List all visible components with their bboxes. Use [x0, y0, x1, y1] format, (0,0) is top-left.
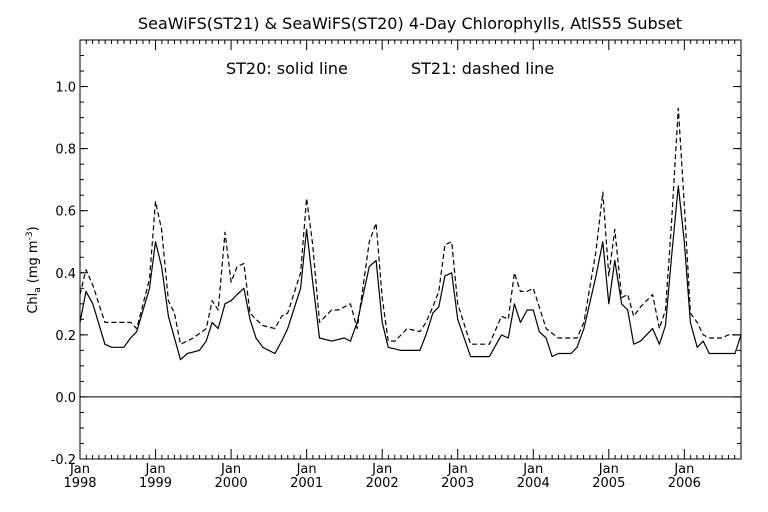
x-tick-year: 1999 [139, 476, 172, 491]
x-tick-month: Jan [598, 462, 619, 477]
y-tick-label: 0.0 [55, 391, 76, 406]
x-axis: Jan1998Jan1999Jan2000Jan2001Jan2002Jan20… [63, 40, 736, 491]
y-tick-label: -0.2 [51, 453, 76, 468]
y-label-units: (mg m [26, 240, 41, 283]
x-tick-month: Jan [673, 462, 694, 477]
y-label-main: Chl [26, 293, 41, 314]
x-tick-month: Jan [371, 462, 392, 477]
annotation-st20: ST20: solid line [226, 59, 348, 78]
x-tick-year: 2006 [668, 476, 701, 491]
y-tick-label: 0.2 [55, 329, 76, 344]
x-tick-year: 2000 [215, 476, 248, 491]
y-axis: -0.2 0.0 0.2 0.4 0.6 0.8 1.0 [51, 39, 741, 468]
x-tick-month: Jan [447, 462, 468, 477]
y-label-sub: a [33, 287, 43, 293]
x-tick-year: 2001 [290, 476, 323, 491]
series-layer [79, 107, 742, 361]
chart-title: SeaWiFS(ST21) & SeaWiFS(ST20) 4-Day Chlo… [138, 14, 682, 33]
y-label-close: ) [26, 226, 41, 231]
plot-frame [79, 39, 742, 460]
x-tick-year: 2002 [366, 476, 399, 491]
x-tick-month: Jan [69, 462, 90, 477]
y-tick-label: 1.0 [55, 81, 76, 96]
series-line-st21 [79, 107, 741, 345]
y-label-sup: -3 [25, 231, 35, 240]
x-tick-year: 2004 [517, 476, 550, 491]
x-tick-month: Jan [145, 462, 166, 477]
x-tick-year: 2003 [441, 476, 474, 491]
y-tick-label: 0.6 [55, 205, 76, 220]
y-tick-label: 0.8 [55, 143, 76, 158]
x-tick-year: 1998 [63, 476, 96, 491]
series-line-st20 [79, 185, 742, 361]
x-tick-month: Jan [220, 462, 241, 477]
y-tick-label: 0.4 [55, 267, 76, 282]
x-tick-month: Jan [296, 462, 317, 477]
x-tick-month: Jan [522, 462, 543, 477]
annotation-st21: ST21: dashed line [411, 59, 554, 78]
y-axis-label: Chla (mg m-3) [25, 226, 43, 313]
x-tick-year: 2005 [592, 476, 625, 491]
